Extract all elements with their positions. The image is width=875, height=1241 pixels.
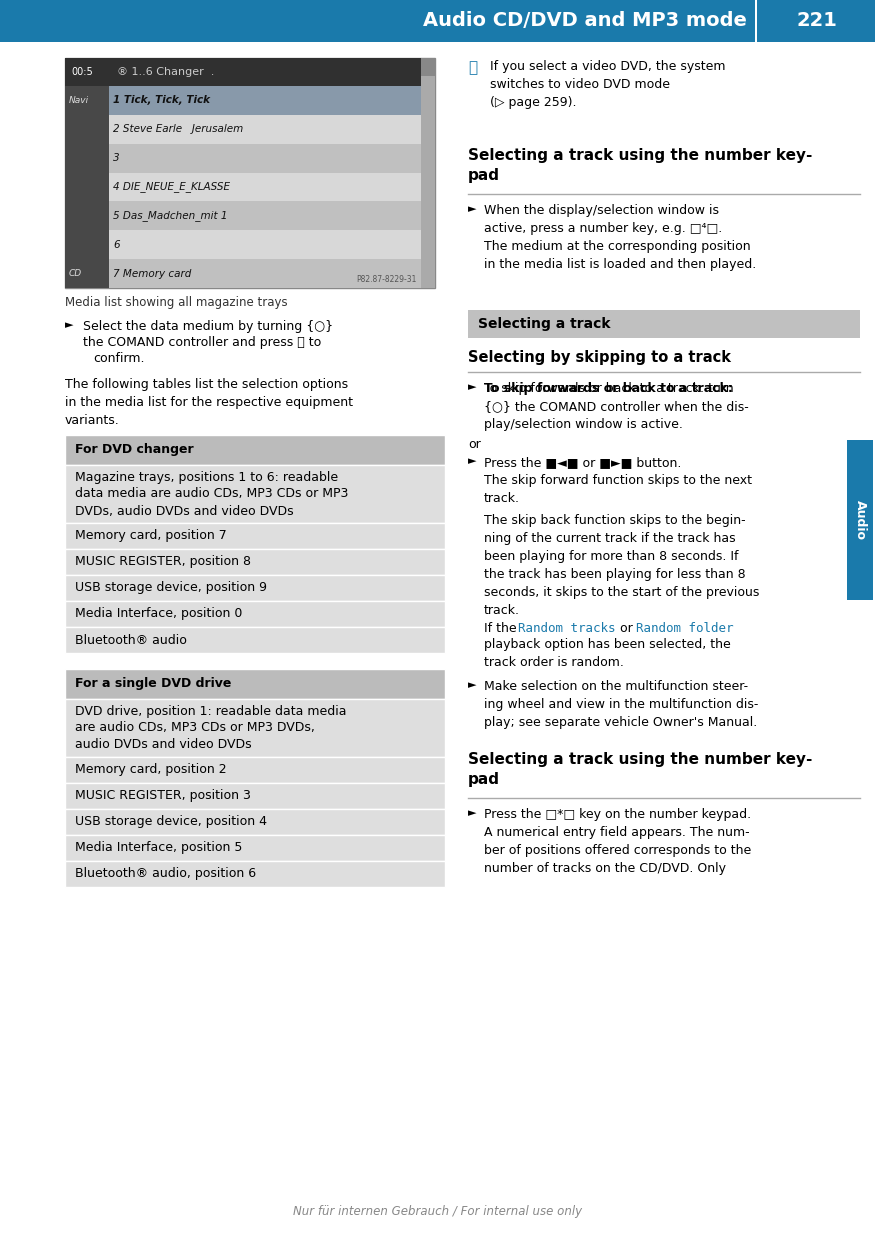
Bar [109, 259, 421, 288]
Bar [421, 58, 435, 288]
Bar [65, 757, 445, 783]
Text: If you select a video DVD, the system
switches to video DVD mode
(▷ page 259).: If you select a video DVD, the system sw… [490, 60, 725, 109]
Text: 7 Memory card: 7 Memory card [113, 268, 192, 278]
Text: Navi: Navi [69, 96, 89, 105]
Text: For a single DVD drive: For a single DVD drive [75, 678, 231, 690]
Text: To skip forwards or back to a track: turn
{○} the COMAND controller when the dis: To skip forwards or back to a track: tur… [484, 382, 749, 431]
Bar [109, 86, 421, 115]
Text: Nur für internen Gebrauch / For internal use only: Nur für internen Gebrauch / For internal… [293, 1205, 582, 1217]
Text: Select the data medium by turning {○}: Select the data medium by turning {○} [83, 320, 333, 333]
Text: USB storage device, position 4: USB storage device, position 4 [75, 815, 267, 829]
Bar [65, 58, 435, 86]
Text: Selecting a track: Selecting a track [478, 316, 611, 331]
Text: MUSIC REGISTER, position 3: MUSIC REGISTER, position 3 [75, 789, 251, 803]
Bar [109, 201, 421, 231]
Text: Press the □*□ key on the number keypad.
A numerical entry field appears. The num: Press the □*□ key on the number keypad. … [484, 808, 752, 875]
Text: 5 Das_Madchen_mit 1: 5 Das_Madchen_mit 1 [113, 211, 228, 221]
Text: ►: ► [468, 455, 477, 467]
Text: the COMAND controller and press Ⓢ to: the COMAND controller and press Ⓢ to [83, 336, 321, 349]
Bar [109, 115, 421, 144]
Bar [109, 144, 421, 172]
Text: 2 Steve Earle   Jerusalem: 2 Steve Earle Jerusalem [113, 124, 243, 134]
Text: confirm.: confirm. [93, 352, 144, 365]
Bar [65, 465, 445, 522]
Text: For DVD changer: For DVD changer [75, 443, 193, 457]
Text: Audio CD/DVD and MP3 mode: Audio CD/DVD and MP3 mode [424, 11, 747, 31]
Text: playback option has been selected, the
track order is random.: playback option has been selected, the t… [484, 638, 731, 669]
Text: Magazine trays, positions 1 to 6: readable
data media are audio CDs, MP3 CDs or : Magazine trays, positions 1 to 6: readab… [75, 470, 348, 517]
Text: Press the ■◄■ or ■►■ button.
The skip forward function skips to the next
track.: Press the ■◄■ or ■►■ button. The skip fo… [484, 455, 752, 505]
Text: Random tracks: Random tracks [518, 622, 615, 635]
Text: ►: ► [468, 680, 477, 690]
Bar [755, 0, 757, 42]
Bar [65, 575, 445, 601]
Bar [109, 231, 421, 259]
Text: or: or [616, 622, 637, 635]
Text: 1 Tick, Tick, Tick: 1 Tick, Tick, Tick [113, 96, 210, 105]
Bar [65, 549, 445, 575]
Text: 3: 3 [113, 153, 120, 163]
Text: If the: If the [484, 622, 521, 635]
Text: Media Interface, position 5: Media Interface, position 5 [75, 841, 242, 855]
Text: To skip forwards or back to a track:: To skip forwards or back to a track: [484, 382, 733, 395]
Bar [65, 58, 435, 288]
Text: ►: ► [468, 204, 477, 213]
Text: Selecting by skipping to a track: Selecting by skipping to a track [468, 350, 731, 365]
Bar [847, 441, 873, 599]
Bar [109, 172, 421, 201]
Text: Selecting a track using the number key-
pad: Selecting a track using the number key- … [468, 148, 812, 182]
Text: The skip back function skips to the begin-
ning of the current track if the trac: The skip back function skips to the begi… [484, 514, 760, 617]
Text: ® 1..6 Changer  .: ® 1..6 Changer . [117, 67, 214, 77]
Text: Media list showing all magazine trays: Media list showing all magazine trays [65, 297, 288, 309]
Text: ⓘ: ⓘ [468, 60, 477, 74]
Text: USB storage device, position 9: USB storage device, position 9 [75, 582, 267, 594]
Text: Random folder: Random folder [636, 622, 733, 635]
Bar [65, 861, 445, 887]
Text: ►: ► [65, 320, 74, 330]
Bar [65, 835, 445, 861]
Text: P82.87-8229-31: P82.87-8229-31 [357, 276, 417, 284]
Text: Memory card, position 2: Memory card, position 2 [75, 763, 227, 777]
Bar [65, 699, 445, 757]
Text: Bluetooth® audio: Bluetooth® audio [75, 633, 187, 647]
Text: Media Interface, position 0: Media Interface, position 0 [75, 608, 242, 620]
Bar [0, 0, 875, 42]
Text: 6: 6 [113, 240, 120, 249]
Text: ►: ► [468, 808, 477, 818]
Text: CD: CD [69, 269, 82, 278]
Text: or: or [468, 438, 480, 450]
Bar [65, 783, 445, 809]
Text: When the display/selection window is
active, press a number key, e.g. □⁴□.
The m: When the display/selection window is act… [484, 204, 756, 271]
Bar [65, 522, 445, 549]
Text: 00:5: 00:5 [71, 67, 93, 77]
Bar [468, 310, 860, 338]
Bar [65, 809, 445, 835]
Text: ►: ► [468, 382, 477, 392]
Text: MUSIC REGISTER, position 8: MUSIC REGISTER, position 8 [75, 556, 251, 568]
Text: 4 DIE_NEUE_E_KLASSE: 4 DIE_NEUE_E_KLASSE [113, 181, 230, 192]
Text: Make selection on the multifunction steer-
ing wheel and view in the multifuncti: Make selection on the multifunction stee… [484, 680, 759, 728]
Text: Audio: Audio [853, 500, 866, 540]
Text: Memory card, position 7: Memory card, position 7 [75, 530, 227, 542]
Bar [65, 601, 445, 627]
Bar [65, 669, 445, 699]
Text: The following tables list the selection options
in the media list for the respec: The following tables list the selection … [65, 379, 353, 427]
Text: DVD drive, position 1: readable data media
are audio CDs, MP3 CDs or MP3 DVDs,
a: DVD drive, position 1: readable data med… [75, 705, 347, 752]
Text: 221: 221 [796, 11, 837, 31]
Bar [65, 86, 109, 288]
Bar [421, 58, 435, 76]
Text: Selecting a track using the number key-
pad: Selecting a track using the number key- … [468, 752, 812, 787]
Text: Bluetooth® audio, position 6: Bluetooth® audio, position 6 [75, 867, 256, 881]
Bar [65, 627, 445, 653]
Bar [65, 436, 445, 465]
